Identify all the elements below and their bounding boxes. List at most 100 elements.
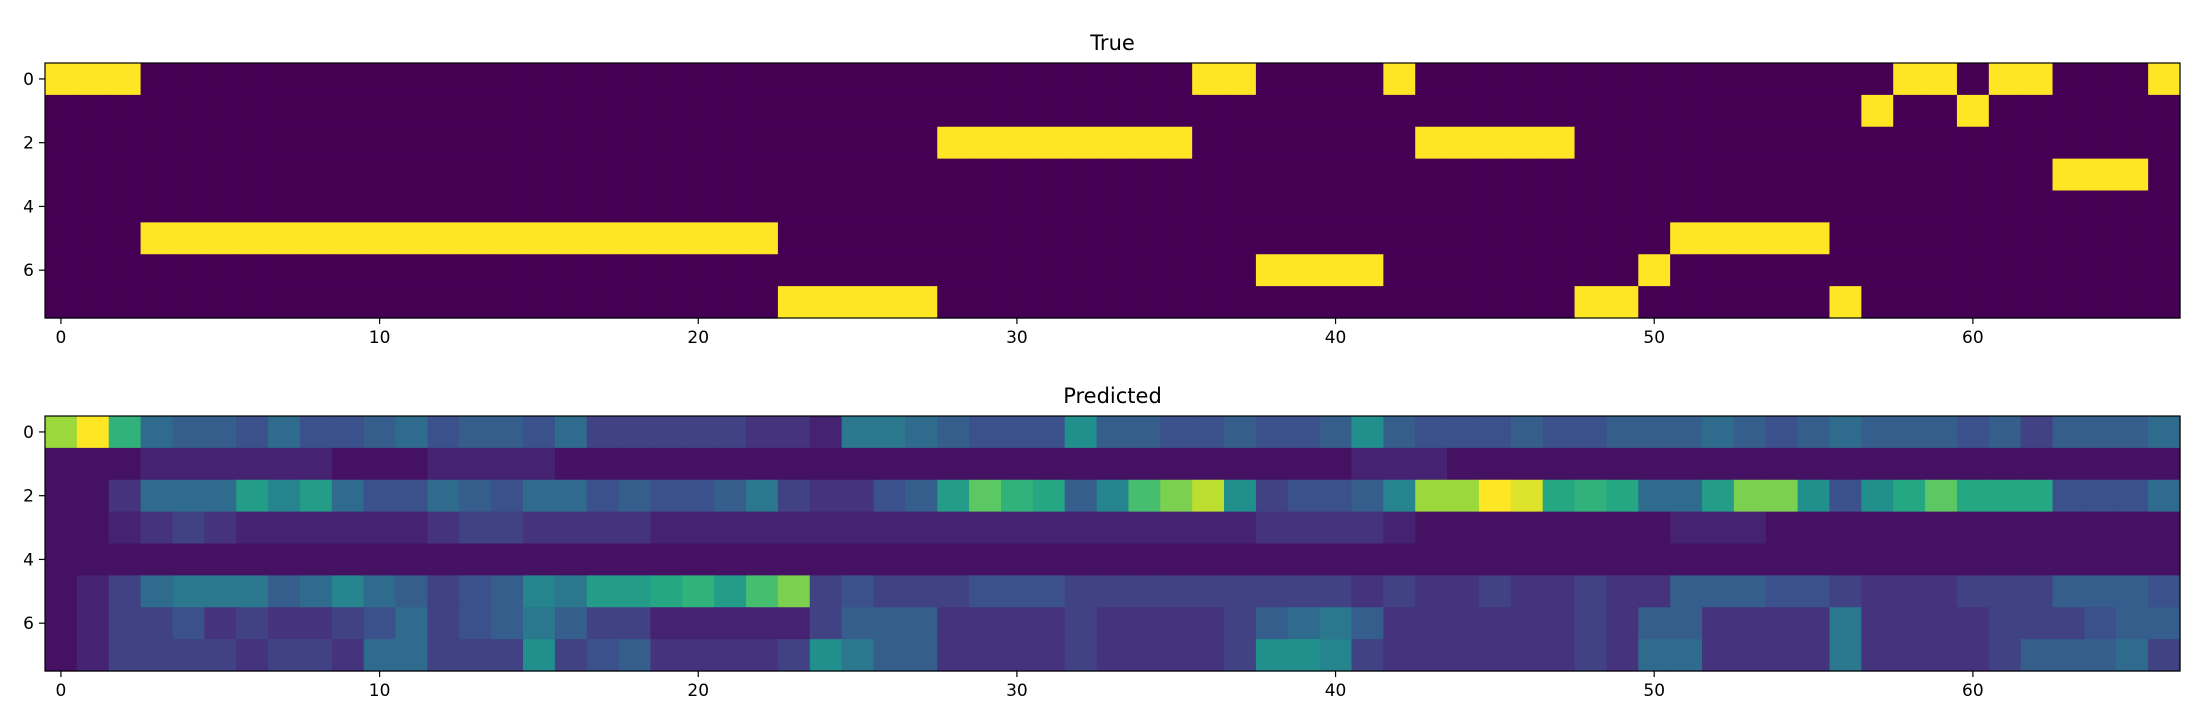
heatmap-cell [1702, 639, 1735, 672]
heatmap-cell [1988, 158, 2022, 192]
heatmap-cell [905, 479, 938, 513]
heatmap-cell [108, 543, 142, 576]
heatmap-cell [204, 511, 237, 545]
heatmap-cell [1351, 63, 1384, 96]
heatmap-cell [1606, 575, 1639, 608]
heatmap-cell [2148, 416, 2181, 449]
heatmap-cell [1064, 222, 1098, 255]
heatmap-cell [331, 222, 365, 255]
heatmap-cell [1447, 126, 1480, 160]
heatmap-cell [1606, 511, 1639, 545]
heatmap-cell [969, 575, 1002, 608]
heatmap-cell [491, 447, 524, 481]
heatmap-cell [714, 575, 747, 608]
heatmap-cell [1956, 639, 1990, 672]
heatmap-cells [45, 416, 2181, 672]
x-tick-label: 30 [1006, 328, 1028, 348]
heatmap-cell [172, 479, 205, 513]
heatmap-cell [395, 126, 428, 160]
heatmap-cell [363, 575, 397, 608]
heatmap-cell [1733, 254, 1767, 287]
heatmap-cell [1224, 416, 1257, 449]
heatmap-cell [1861, 479, 1894, 513]
heatmap-cell [809, 479, 843, 513]
heatmap-cell [650, 511, 683, 545]
heatmap-cell [1861, 607, 1894, 640]
heatmap-cell [299, 190, 333, 223]
heatmap-cell [586, 575, 620, 608]
heatmap-cell [1797, 94, 1831, 128]
heatmap-cell [1032, 94, 1066, 128]
heatmap-cell [236, 222, 269, 255]
heatmap-cell [268, 126, 301, 160]
heatmap-cell [1096, 543, 1130, 576]
heatmap-cell [2148, 543, 2181, 576]
heatmap-cell [1000, 607, 1034, 640]
heatmap-cell [1319, 190, 1353, 223]
heatmap-cell [1574, 63, 1608, 96]
heatmap-cell [363, 158, 397, 192]
heatmap-cell [1160, 511, 1193, 545]
heatmap-cell [1542, 575, 1576, 608]
heatmap-cell [1606, 639, 1639, 672]
heatmap-cell [2020, 416, 2054, 449]
heatmap-cell [1574, 416, 1608, 449]
heatmap-cell [618, 543, 652, 576]
heatmap-cell [491, 511, 524, 545]
heatmap-cell [1383, 575, 1416, 608]
heatmap-cell [1733, 286, 1767, 319]
heatmap-cell [1733, 63, 1767, 96]
heatmap-cell [1765, 447, 1799, 481]
heatmap-cell [1670, 190, 1703, 223]
heatmap-cell [1670, 158, 1703, 192]
heatmap-true: True 0 10 20 30 40 50 60 0 2 4 6 [23, 31, 2181, 348]
heatmap-cell [1415, 190, 1448, 223]
heatmap-cell [1733, 479, 1767, 513]
heatmap-cell [586, 254, 620, 287]
heatmap-cell [937, 158, 970, 192]
heatmap-cell [650, 607, 683, 640]
heatmap-cell [331, 63, 365, 96]
heatmap-cell [682, 222, 715, 255]
heatmap-cell [236, 286, 269, 319]
heatmap-cell [1478, 63, 1512, 96]
heatmap-cell [841, 479, 875, 513]
heatmap-cell [1670, 126, 1703, 160]
heatmap-cell [905, 607, 938, 640]
heatmap-cell [1224, 254, 1257, 287]
heatmap-cell [746, 254, 779, 287]
heatmap-cell [204, 479, 237, 513]
heatmap-cell [1351, 416, 1384, 449]
heatmap-cell [1447, 575, 1480, 608]
heatmap-cell [777, 543, 811, 576]
heatmap-cell [1478, 575, 1512, 608]
heatmap-cell [76, 158, 110, 192]
heatmap-cell [1415, 286, 1448, 319]
heatmap-cell [1765, 126, 1799, 160]
heatmap-cell [1192, 543, 1225, 576]
heatmap-cell [331, 94, 365, 128]
heatmap-cell [1000, 94, 1034, 128]
heatmap-cell [2020, 639, 2054, 672]
heatmap-cell [268, 190, 301, 223]
heatmap-cell [650, 416, 683, 449]
heatmap-cell [1893, 63, 1926, 96]
heatmap-cell [172, 254, 205, 287]
heatmap-cell [2020, 479, 2054, 513]
heatmap-cell [650, 447, 683, 481]
x-tick-label: 30 [1006, 681, 1028, 701]
heatmap-cell [363, 416, 397, 449]
heatmap-cell [1287, 158, 1321, 192]
heatmap-cell [1765, 63, 1799, 96]
heatmap-cell [172, 511, 205, 545]
y-tick-label: 6 [23, 614, 34, 634]
heatmap-cell [682, 158, 715, 192]
heatmap-cell [1128, 575, 1161, 608]
heatmap-cell [491, 158, 524, 192]
heatmap-cell [618, 416, 652, 449]
heatmap-cell [618, 639, 652, 672]
heatmap-cell [2052, 447, 2086, 481]
heatmap-cell [1128, 543, 1161, 576]
heatmap-cell [1224, 63, 1257, 96]
heatmap-cell [2116, 63, 2149, 96]
